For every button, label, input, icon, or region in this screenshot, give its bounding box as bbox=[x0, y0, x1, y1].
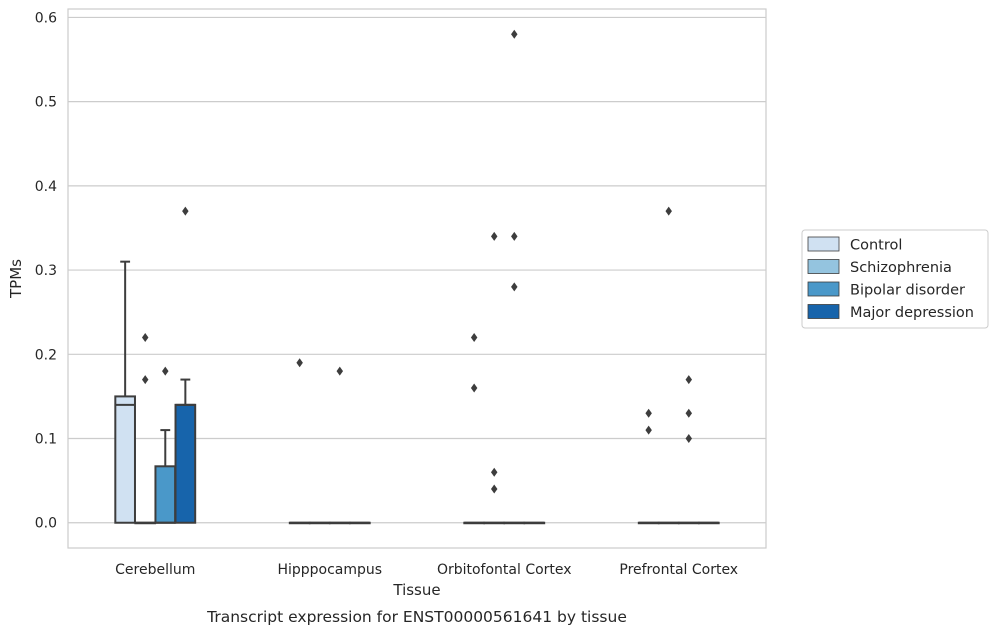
box-control bbox=[114, 260, 136, 524]
legend-label: Control bbox=[850, 238, 902, 254]
box-schizophrenia bbox=[483, 231, 506, 525]
outlier-point bbox=[470, 332, 478, 342]
box-control bbox=[463, 332, 485, 525]
x-tick-label: Prefrontal Cortex bbox=[619, 562, 738, 578]
y-tick-label: 0.3 bbox=[35, 263, 57, 279]
outlier-point bbox=[162, 366, 169, 376]
outlier-point bbox=[490, 231, 498, 241]
outlier-point bbox=[141, 332, 149, 342]
legend-label: Schizophrenia bbox=[850, 260, 952, 276]
box-major-depression bbox=[698, 521, 720, 525]
outlier-point bbox=[511, 231, 518, 241]
chart-caption: Transcript expression for ENST0000056164… bbox=[206, 608, 627, 626]
box-bipolar-disorder bbox=[328, 366, 351, 525]
legend-swatch bbox=[807, 304, 840, 319]
box-body bbox=[154, 465, 177, 524]
outlier-point bbox=[141, 375, 149, 385]
box-major-depression bbox=[523, 521, 546, 525]
plot-area-frame bbox=[67, 8, 767, 549]
legend-swatch bbox=[807, 259, 840, 274]
x-axis-tick-labels: Cerebellum Hipppocampus Orbitofontal Corte… bbox=[115, 562, 738, 578]
y-axis-title: TPMs bbox=[7, 259, 25, 299]
box-bipolar-disorder bbox=[503, 29, 526, 525]
legend-label: Bipolar disorder bbox=[850, 283, 965, 299]
box-control bbox=[637, 408, 660, 525]
box-body bbox=[174, 403, 197, 524]
x-axis-title: Tissue bbox=[392, 581, 440, 599]
grid-lines bbox=[68, 16, 766, 524]
y-tick-label: 0.4 bbox=[35, 179, 57, 195]
y-tick-label: 0.5 bbox=[35, 95, 57, 111]
legend-swatch bbox=[807, 236, 840, 252]
box-plot-series bbox=[114, 29, 720, 525]
outlier-point bbox=[490, 467, 498, 477]
outlier-point bbox=[685, 375, 693, 385]
outlier-point bbox=[336, 366, 344, 376]
box-control bbox=[288, 358, 311, 525]
x-tick-label: Hipppocampus bbox=[277, 562, 382, 578]
outlier-point bbox=[511, 282, 518, 292]
outlier-point bbox=[665, 206, 672, 216]
box-body bbox=[114, 395, 136, 524]
legend: Control Schizophrenia Bipolar disorder Majo… bbox=[801, 229, 989, 329]
box-major-depression bbox=[174, 206, 197, 524]
outlier-point bbox=[645, 425, 652, 435]
y-axis-tick-labels: 0.0 0.1 0.2 0.3 0.4 0.5 0.6 bbox=[35, 10, 57, 531]
outlier-point bbox=[296, 358, 303, 368]
box-major-depression bbox=[349, 521, 371, 525]
outlier-point bbox=[685, 434, 693, 444]
box-bipolar-disorder bbox=[677, 375, 700, 525]
x-tick-label: Orbitofontal Cortex bbox=[437, 562, 572, 578]
y-tick-label: 0.2 bbox=[35, 347, 57, 363]
box-schizophrenia bbox=[657, 206, 680, 525]
outlier-point bbox=[490, 484, 498, 494]
outlier-point bbox=[511, 29, 518, 39]
legend-swatch bbox=[807, 281, 840, 297]
outlier-point bbox=[685, 408, 693, 418]
outlier-point bbox=[470, 383, 478, 393]
y-tick-label: 0.1 bbox=[35, 432, 57, 448]
legend-frame bbox=[801, 229, 989, 329]
box-schizophrenia bbox=[134, 332, 157, 525]
box-bipolar-disorder bbox=[154, 366, 177, 524]
outlier-point bbox=[645, 408, 652, 418]
legend-label: Major depression bbox=[850, 305, 974, 321]
y-tick-label: 0.0 bbox=[35, 516, 57, 532]
box-schizophrenia bbox=[308, 521, 331, 525]
x-tick-label: Cerebellum bbox=[115, 562, 195, 578]
y-tick-label: 0.6 bbox=[35, 10, 57, 26]
outlier-point bbox=[182, 206, 189, 216]
